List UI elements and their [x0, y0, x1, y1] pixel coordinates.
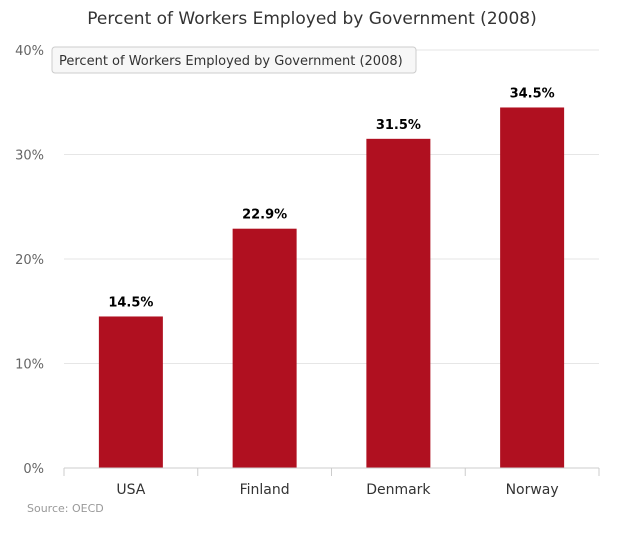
x-tick-label: Finland [240, 482, 290, 498]
y-tick-label: 0% [23, 462, 44, 477]
tooltip-text: Percent of Workers Employed by Governmen… [59, 54, 403, 69]
x-tick-label: USA [116, 482, 145, 498]
tooltip: Percent of Workers Employed by Governmen… [51, 46, 417, 74]
x-tick-label: Norway [506, 482, 559, 498]
bar-denmark[interactable] [366, 138, 431, 468]
bar-usa[interactable] [98, 316, 163, 468]
source-note: Source: OECD [27, 502, 104, 515]
data-label: 22.9% [242, 208, 287, 223]
data-label: 14.5% [108, 295, 153, 310]
x-tick-label: Denmark [366, 482, 431, 498]
y-tick-label: 10% [15, 358, 44, 373]
y-tick-label: 20% [15, 253, 44, 268]
x-axis-ticks: USA Finland Denmark Norway [63, 468, 600, 498]
y-tick-label: 30% [15, 149, 44, 164]
chart-title: Percent of Workers Employed by Governmen… [87, 9, 536, 29]
bar-finland[interactable] [232, 228, 297, 468]
bar-norway[interactable] [500, 107, 565, 468]
data-label: 31.5% [376, 118, 421, 133]
y-tick-label: 40% [15, 44, 44, 59]
data-label: 34.5% [510, 86, 555, 101]
bars: 14.5% 22.9% 31.5% 34.5% [98, 86, 565, 468]
y-axis-ticks: 0% 10% 20% 30% 40% [15, 44, 44, 477]
tooltip-box [51, 46, 417, 74]
